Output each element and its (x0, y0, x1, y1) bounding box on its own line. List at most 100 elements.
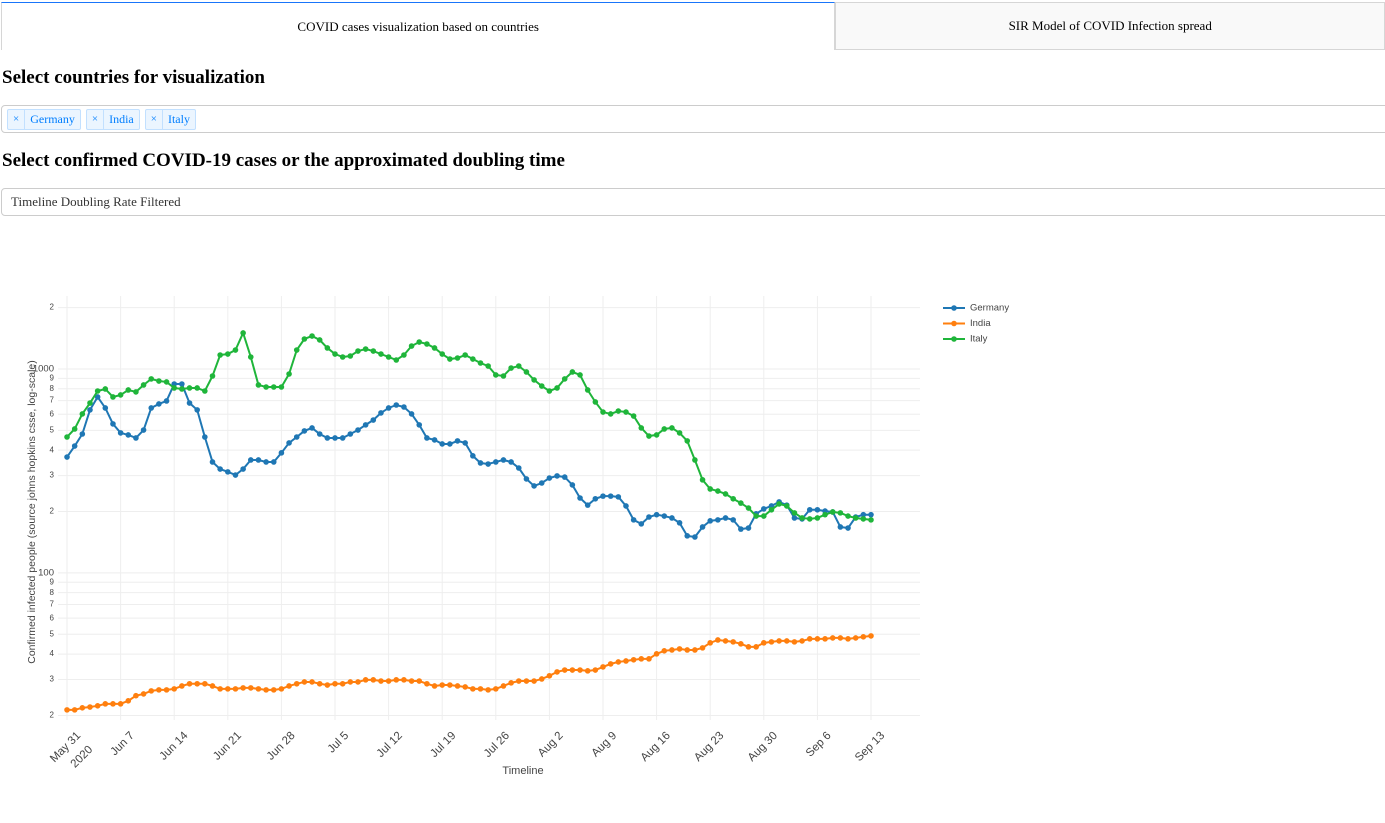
y-tick-label: 8 (50, 588, 55, 597)
data-point (117, 701, 124, 707)
data-point (362, 346, 369, 352)
data-point (638, 656, 645, 662)
data-point (339, 680, 346, 687)
data-point (94, 388, 101, 394)
data-point (707, 518, 714, 524)
data-point (569, 369, 576, 375)
data-point (768, 639, 775, 645)
data-point (684, 647, 691, 653)
data-point (676, 430, 683, 436)
data-point (738, 500, 744, 506)
data-point (385, 405, 392, 411)
data-point (255, 382, 262, 388)
data-point (186, 400, 193, 406)
data-point (79, 411, 86, 417)
data-point (592, 399, 599, 405)
country-dropdown[interactable]: × Germany × India × Italy (1, 105, 1385, 133)
data-point (140, 691, 147, 697)
data-point (615, 494, 622, 500)
data-point (186, 680, 193, 687)
data-point (125, 387, 132, 393)
remove-icon[interactable]: × (87, 109, 105, 129)
data-point (125, 432, 132, 438)
data-point (684, 438, 691, 444)
data-point (515, 465, 522, 471)
data-point (263, 459, 269, 465)
data-point (584, 387, 591, 393)
data-point (523, 678, 530, 684)
data-point (738, 526, 744, 532)
data-point (263, 384, 269, 390)
data-point (600, 409, 606, 415)
data-point (607, 411, 614, 417)
data-point (247, 354, 254, 360)
data-point (630, 413, 637, 419)
data-point (355, 348, 361, 354)
data-point (806, 636, 813, 642)
data-point (148, 688, 155, 694)
data-point (293, 347, 300, 353)
y-tick-label: 4 (50, 649, 55, 658)
data-point (393, 677, 400, 683)
data-point (179, 386, 185, 392)
data-point (209, 459, 216, 465)
metric-dropdown[interactable]: Timeline Doubling Rate Filtered (1, 188, 1385, 216)
data-point (439, 441, 446, 447)
data-point (684, 533, 691, 539)
x-tick-label: Jun 21 (211, 730, 244, 763)
data-point (447, 441, 453, 447)
data-point (301, 428, 308, 434)
data-point (278, 450, 285, 456)
data-point (194, 680, 200, 687)
data-point (554, 385, 560, 391)
remove-icon[interactable]: × (8, 109, 26, 129)
data-point (401, 404, 407, 410)
data-point (232, 472, 239, 478)
remove-icon[interactable]: × (146, 109, 163, 129)
data-point (462, 352, 468, 358)
data-point (424, 680, 430, 687)
tab[interactable]: SIR Model of COVID Infection spread (835, 2, 1385, 50)
data-point (140, 382, 147, 388)
data-point (592, 495, 599, 502)
x-tick-label: Sep 6 (804, 730, 834, 760)
data-point (87, 400, 93, 406)
data-point (699, 524, 706, 530)
data-point (860, 511, 867, 518)
y-tick-label: 6 (50, 409, 55, 418)
data-point (646, 433, 652, 439)
data-point (791, 639, 798, 645)
series-line (66, 330, 872, 521)
data-point (179, 683, 185, 689)
data-point (515, 678, 522, 684)
y-tick-label: 5 (50, 425, 55, 434)
data-point (408, 411, 415, 417)
data-point (852, 635, 859, 641)
data-point (837, 524, 844, 530)
data-point (324, 682, 331, 688)
tab[interactable]: COVID cases visualization based on count… (1, 2, 836, 50)
data-point (669, 515, 675, 521)
data-point (102, 701, 109, 707)
data-point (309, 333, 315, 339)
data-point (332, 351, 338, 357)
data-point (270, 687, 277, 693)
data-point (156, 378, 162, 384)
data-point (416, 678, 423, 684)
data-point (493, 686, 499, 692)
data-point (653, 651, 660, 657)
data-point (401, 352, 407, 358)
data-point (462, 684, 468, 690)
data-point (194, 407, 200, 413)
data-point (324, 345, 331, 351)
data-point (615, 659, 622, 665)
data-point (806, 506, 813, 513)
data-point (546, 672, 553, 679)
data-point (799, 638, 805, 644)
data-point (217, 466, 223, 472)
data-point (569, 667, 576, 673)
data-point (339, 354, 346, 360)
data-point (64, 454, 70, 460)
x-tick-label: Jul 26 (482, 730, 512, 760)
